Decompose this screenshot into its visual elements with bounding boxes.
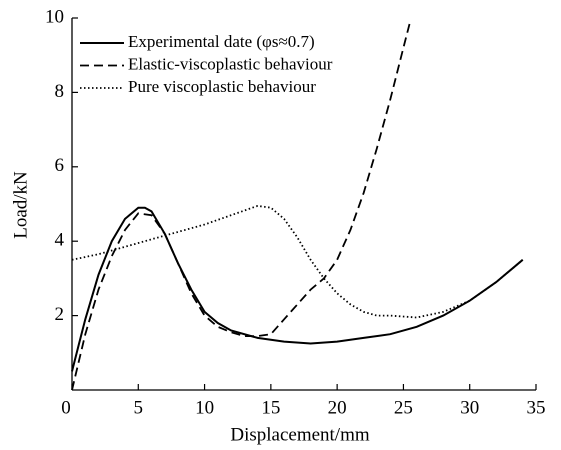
x-tick-label: 35 [527, 397, 546, 418]
series-line [71, 204, 524, 319]
y-tick-label: 6 [55, 155, 65, 176]
y-tick-label: 2 [55, 304, 65, 325]
y-tick-label: 10 [45, 6, 64, 27]
legend-label: Pure viscoplastic behaviour [128, 77, 316, 96]
x-tick-label: 5 [134, 397, 144, 418]
y-tick-label: 4 [55, 230, 65, 251]
x-tick-label: 20 [328, 397, 347, 418]
x-tick-label: 0 [61, 397, 71, 418]
y-axis-label: Load/kN [10, 171, 31, 239]
legend-label: Elastic-viscoplastic behaviour [128, 54, 333, 73]
x-tick-label: 15 [261, 397, 280, 418]
x-tick-label: 10 [195, 397, 214, 418]
y-tick-label: 8 [55, 81, 65, 102]
legend-label: Experimental date (φs≈0.7) [128, 32, 315, 51]
series-line [71, 206, 524, 372]
x-tick-label: 25 [394, 397, 413, 418]
x-axis-label: Displacement/mm [230, 424, 370, 445]
series-line [71, 21, 411, 391]
x-tick-label: 30 [460, 397, 479, 418]
